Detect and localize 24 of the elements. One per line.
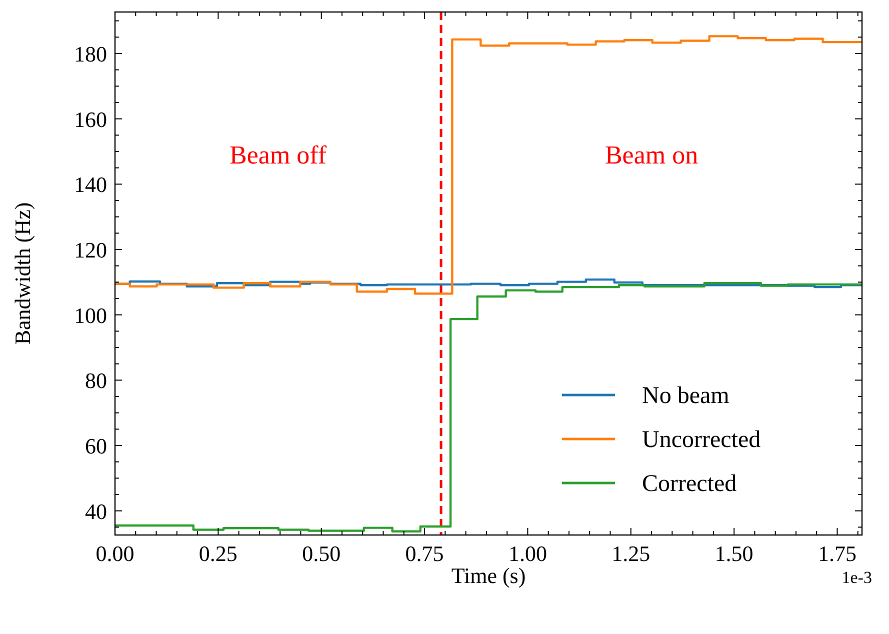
x-tick-label: 1.75 xyxy=(818,541,856,566)
x-tick-label: 0.75 xyxy=(405,541,444,566)
y-tick-label: 140 xyxy=(74,172,107,198)
x-tick-label: 0.00 xyxy=(96,541,134,566)
annotation: Beam on xyxy=(604,140,698,170)
legend-label: No beam xyxy=(642,383,730,409)
x-tick-label: 0.50 xyxy=(302,541,341,566)
x-tick-label: 1.00 xyxy=(508,541,547,566)
y-tick-label: 40 xyxy=(85,498,107,524)
y-tick-label: 180 xyxy=(74,41,107,66)
y-tick-label: 60 xyxy=(85,433,107,458)
annotation: Beam off xyxy=(230,140,327,170)
y-tick-label: 80 xyxy=(85,368,107,394)
x-tick-label: 1.25 xyxy=(612,541,650,566)
x-tick-label: 0.25 xyxy=(198,541,238,566)
legend-label: Corrected xyxy=(642,471,737,497)
y-tick-label: 160 xyxy=(74,106,107,132)
legend-label: Uncorrected xyxy=(642,427,761,453)
x-tick-label: 1.50 xyxy=(714,541,754,566)
y-tick-label: 120 xyxy=(74,237,107,262)
x-axis-title: Time (s) xyxy=(451,563,526,588)
y-axis-title: Bandwidth (Hz) xyxy=(10,202,35,345)
text: 1e-3 xyxy=(842,568,872,587)
y-tick-label: 100 xyxy=(74,302,107,328)
